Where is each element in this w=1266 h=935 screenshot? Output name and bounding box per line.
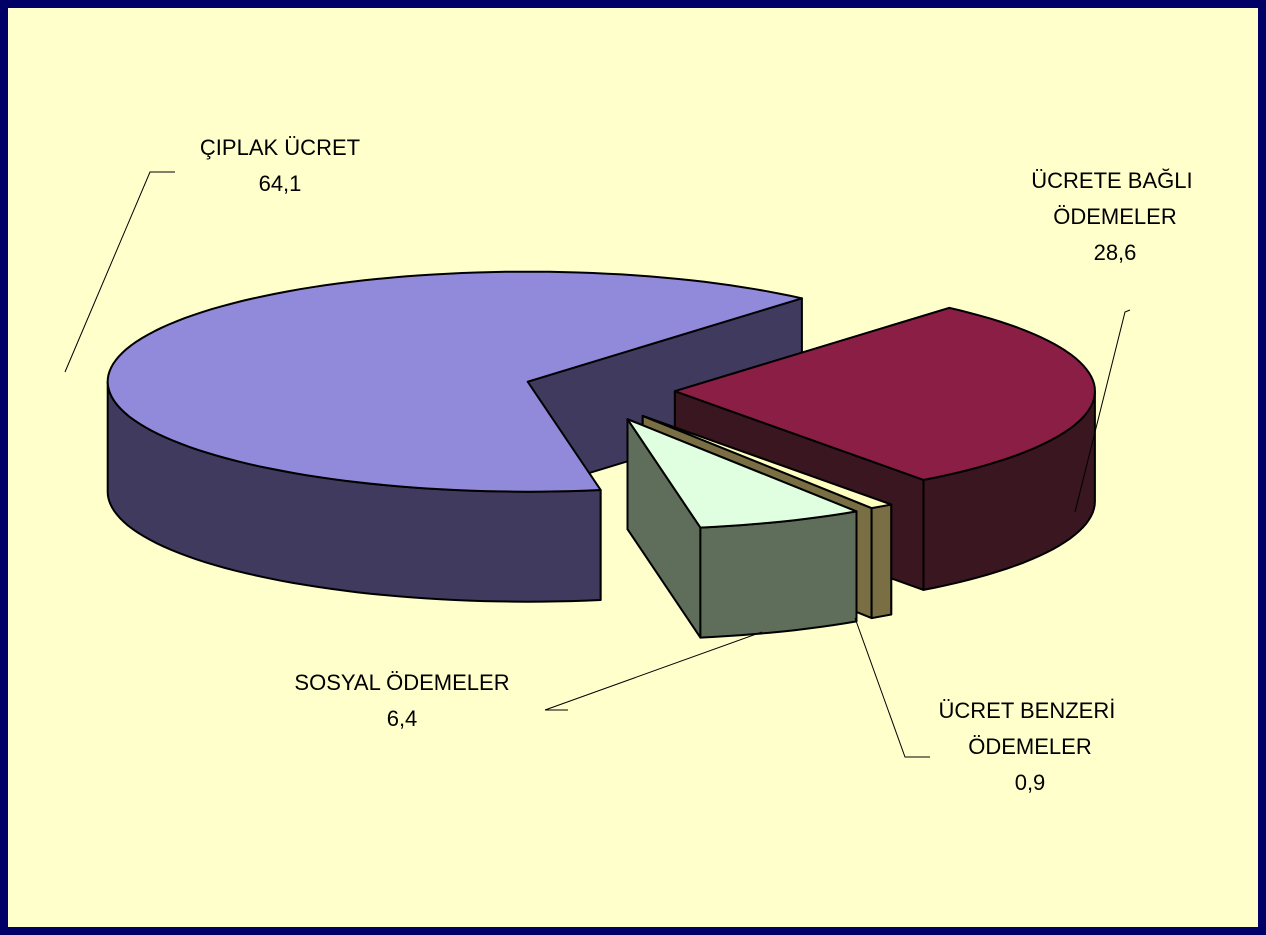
leader-line bbox=[1074, 309, 1131, 513]
category-label: SOSYAL ÖDEMELER bbox=[294, 670, 509, 695]
labels: ÇIPLAK ÜCRET 64,1 ÜCRETE BAĞLI ÖDEMELER 28,… bbox=[64, 135, 1199, 795]
leader-line bbox=[544, 631, 763, 711]
leader-line bbox=[854, 617, 930, 758]
value-label: 6,4 bbox=[387, 706, 418, 731]
slice bbox=[626, 418, 858, 639]
slice-top bbox=[641, 414, 893, 510]
slice-top bbox=[106, 270, 803, 493]
category-label: ÇIPLAK ÜCRET bbox=[200, 135, 360, 160]
category-label: ÜCRET BENZERİ ÖDEMELER bbox=[939, 698, 1122, 759]
slice-side bbox=[870, 503, 893, 620]
leader-line bbox=[64, 171, 175, 373]
category-label: ÜCRETE BAĞLI ÖDEMELER bbox=[1031, 168, 1198, 229]
pie bbox=[106, 270, 1096, 639]
slice bbox=[106, 270, 803, 603]
value-label: 64,1 bbox=[259, 171, 302, 196]
slice-top bbox=[626, 418, 858, 529]
slice-top bbox=[673, 306, 1096, 481]
value-label: 0,9 bbox=[1015, 770, 1046, 795]
slice-side bbox=[699, 510, 858, 639]
value-label: 28,6 bbox=[1094, 240, 1137, 265]
